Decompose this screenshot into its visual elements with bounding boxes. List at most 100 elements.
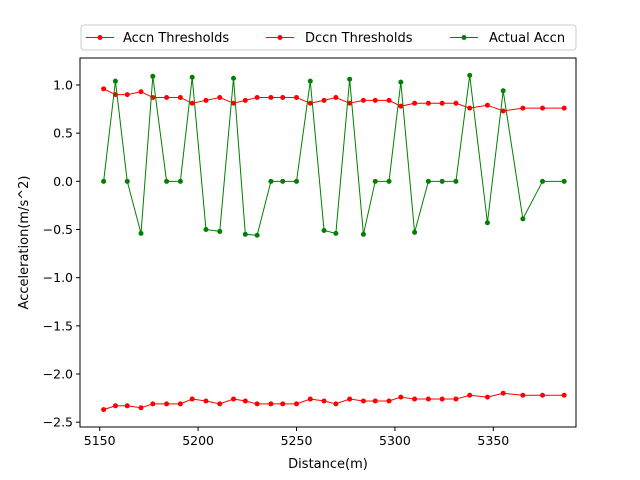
data-point	[561, 392, 567, 398]
data-point	[101, 407, 107, 413]
data-point	[467, 72, 473, 78]
data-point	[347, 100, 353, 106]
data-point	[333, 95, 339, 100]
data-point	[372, 398, 378, 404]
data-point	[217, 228, 223, 234]
data-point	[321, 398, 327, 404]
data-point	[177, 95, 183, 100]
data-point	[398, 103, 404, 109]
data-point	[307, 100, 313, 106]
series-line	[103, 392, 565, 411]
plot-frame	[79, 57, 577, 428]
plot-layer	[101, 72, 567, 413]
data-point	[242, 231, 248, 237]
x-tick-label: 5150	[84, 433, 116, 448]
data-point	[453, 178, 459, 184]
data-point	[467, 105, 473, 111]
legend-label: Accn Thresholds	[123, 31, 229, 46]
data-point	[124, 178, 130, 184]
data-point	[372, 97, 378, 103]
data-point	[254, 232, 260, 238]
data-point	[398, 394, 404, 400]
data-point	[268, 178, 274, 184]
y-tick-label: 1.0	[53, 77, 73, 92]
data-point	[101, 86, 107, 92]
data-point	[425, 100, 431, 106]
legend-label: Actual Accn	[489, 31, 565, 46]
data-point	[203, 97, 209, 103]
data-point	[294, 401, 300, 407]
data-point	[294, 178, 300, 184]
data-point	[439, 396, 445, 402]
data-point	[203, 226, 209, 232]
data-point	[484, 220, 490, 226]
data-point	[540, 178, 546, 184]
data-point	[412, 396, 418, 402]
x-tick-label: 5300	[379, 433, 411, 448]
data-point	[520, 392, 526, 398]
y-tick-label: 0.5	[53, 126, 73, 141]
data-point	[453, 100, 459, 106]
data-point	[425, 178, 431, 184]
legend: Accn Thresholds Dccn Thresholds Actual Acc…	[80, 24, 577, 51]
data-point	[412, 100, 418, 106]
data-point	[500, 108, 506, 114]
data-point	[177, 178, 183, 184]
data-point	[177, 401, 183, 407]
y-axis-title: Acceleration(m/s^2)	[17, 176, 32, 310]
tick-layer: 5150 5200 5250 5300 5350 −2.5 −2.0 −1.5 −1.0 −0.5…	[43, 77, 510, 448]
data-point	[561, 178, 567, 184]
data-point	[164, 178, 170, 184]
data-point	[500, 88, 506, 94]
data-point	[360, 97, 366, 103]
data-point	[412, 229, 418, 235]
y-tick-label: −1.5	[43, 318, 73, 333]
data-point	[189, 100, 195, 106]
data-point	[280, 95, 286, 100]
data-point	[321, 97, 327, 103]
data-point	[254, 401, 260, 407]
series-1	[101, 390, 567, 413]
data-point	[217, 401, 223, 407]
data-point	[280, 401, 286, 407]
data-point	[280, 178, 286, 184]
data-point	[112, 78, 118, 84]
x-tick-label: 5200	[182, 433, 214, 448]
y-tick-label: −1.0	[43, 270, 73, 285]
legend-entry-0: Accn Thresholds	[86, 31, 229, 46]
data-point	[347, 396, 353, 402]
data-point	[561, 105, 567, 111]
data-point	[217, 95, 223, 100]
data-point	[268, 401, 274, 407]
series-0	[101, 86, 567, 114]
data-point	[347, 76, 353, 82]
data-point	[164, 95, 170, 100]
data-point	[294, 95, 300, 100]
data-point	[138, 405, 144, 411]
data-point	[150, 73, 156, 79]
data-point	[164, 401, 170, 407]
data-point	[520, 216, 526, 222]
data-point	[231, 396, 237, 402]
data-point	[231, 75, 237, 81]
data-point	[150, 401, 156, 407]
data-point	[189, 396, 195, 402]
data-point	[138, 89, 144, 95]
data-point	[124, 403, 130, 409]
y-tick-label: −0.5	[43, 222, 73, 237]
x-tick-label: 5350	[477, 433, 509, 448]
data-point	[453, 396, 459, 402]
series-line	[103, 88, 565, 112]
y-tick-label: 0.0	[53, 174, 73, 189]
data-point	[321, 227, 327, 233]
legend-label: Dccn Thresholds	[305, 31, 413, 46]
data-point	[372, 178, 378, 184]
legend-entry-1: Dccn Thresholds	[266, 31, 413, 46]
data-point	[231, 100, 237, 106]
data-point	[101, 178, 107, 184]
data-point	[484, 394, 490, 400]
legend-marker	[277, 35, 283, 40]
data-point	[254, 95, 260, 100]
